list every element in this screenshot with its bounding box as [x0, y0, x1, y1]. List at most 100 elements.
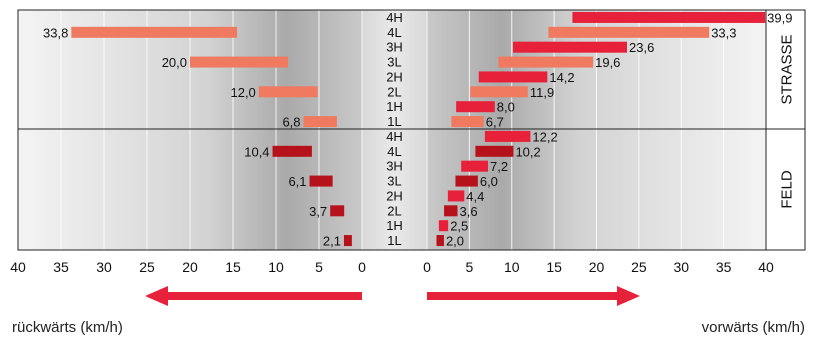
- tick-label-forward: 15: [546, 259, 562, 275]
- bar-forward-1H: [438, 220, 449, 232]
- gear-label: 4L: [387, 25, 401, 40]
- gear-label: 4H: [386, 10, 403, 25]
- value-label-forward: 2,5: [450, 219, 468, 234]
- value-label-forward: 2,0: [446, 234, 464, 249]
- bar-reverse-4L: [71, 26, 238, 38]
- tick-label-reverse: 0: [358, 259, 366, 275]
- tick-label-reverse: 10: [268, 259, 284, 275]
- bar-forward-2H: [478, 71, 548, 83]
- arrow-head-forward: [617, 286, 640, 306]
- tick-label-forward: 25: [631, 259, 647, 275]
- bar-forward-1L: [451, 116, 484, 128]
- arrow-shaft-forward: [427, 292, 620, 300]
- value-label-reverse: 12,0: [230, 85, 255, 100]
- bars: [71, 11, 766, 247]
- section-label-strasse: STRASSE: [779, 34, 796, 104]
- bar-forward-2L: [470, 86, 528, 98]
- gear-label: 3L: [387, 174, 401, 189]
- gear-label: 1H: [386, 218, 403, 233]
- value-label-reverse: 6,1: [288, 174, 306, 189]
- x-axis-label-forward: vorwärts (km/h): [702, 319, 805, 336]
- gear-label: 2L: [387, 203, 401, 218]
- value-label-reverse: 6,8: [282, 115, 300, 130]
- bar-forward-1L: [436, 235, 444, 247]
- tick-label-reverse: 5: [315, 259, 323, 275]
- gear-label: 3H: [386, 40, 403, 55]
- section-labels: STRASSE FELD: [779, 34, 796, 208]
- value-label-reverse: 10,4: [244, 144, 269, 159]
- value-label-reverse: 33,8: [43, 25, 68, 40]
- value-label-forward: 19,6: [595, 55, 620, 70]
- gear-label: 1L: [387, 114, 401, 129]
- section-label-feld: FELD: [779, 170, 796, 209]
- gear-label: 1H: [386, 99, 403, 114]
- value-label-reverse: 20,0: [162, 55, 187, 70]
- tick-label-reverse: 30: [96, 259, 112, 275]
- bar-forward-1H: [456, 101, 495, 113]
- bar-forward-2H: [447, 190, 465, 202]
- tick-label-reverse: 15: [225, 259, 241, 275]
- arrow-shaft-reverse: [165, 292, 362, 300]
- value-label-forward: 39,9: [767, 10, 792, 25]
- section-label-area: [766, 10, 805, 250]
- bar-reverse-2L: [330, 205, 345, 217]
- value-label-forward: 6,0: [480, 174, 498, 189]
- value-label-forward: 8,0: [497, 100, 515, 115]
- value-label-forward: 6,7: [486, 115, 504, 130]
- gear-label: 2H: [386, 188, 403, 203]
- tick-label-reverse: 40: [10, 259, 26, 275]
- bar-reverse-3L: [190, 56, 289, 68]
- bar-reverse-2L: [258, 86, 318, 98]
- tick-label-forward: 0: [423, 259, 431, 275]
- bar-forward-3L: [455, 175, 478, 187]
- direction-arrows: [145, 286, 640, 306]
- bar-forward-4L: [548, 26, 710, 38]
- x-axis: 40 40 35 35 30 30 25 25 20 20 15 15 10 10 5 5 0 0: [10, 259, 774, 275]
- gear-label: 2H: [386, 69, 403, 84]
- gear-label: 4L: [387, 144, 401, 159]
- tick-label-forward: 5: [465, 259, 473, 275]
- arrow-head-reverse: [145, 286, 168, 306]
- plot-background: [18, 10, 805, 250]
- value-label-forward: 33,3: [711, 25, 736, 40]
- bar-forward-4H: [484, 130, 531, 142]
- bar-reverse-4L: [272, 145, 312, 157]
- gear-label: 4H: [386, 129, 403, 144]
- gear-label: 3H: [386, 159, 403, 174]
- gear-label: 1L: [387, 233, 401, 248]
- bar-forward-4H: [572, 11, 766, 23]
- tick-label-forward: 35: [716, 259, 732, 275]
- tick-label-forward: 20: [589, 259, 605, 275]
- value-label-forward: 12,2: [532, 129, 557, 144]
- x-axis-label-reverse: rückwärts (km/h): [12, 319, 123, 336]
- tick-label-reverse: 25: [139, 259, 155, 275]
- bar-forward-2L: [444, 205, 458, 217]
- value-label-forward: 3,6: [460, 204, 478, 219]
- tick-label-reverse: 35: [53, 259, 69, 275]
- value-labels: 39,933,333,823,619,620,014,211,912,08,06…: [43, 10, 792, 248]
- value-label-reverse: 3,7: [309, 204, 327, 219]
- gear-label: 2L: [387, 84, 401, 99]
- background-center: [362, 10, 427, 250]
- value-label-reverse: 2,1: [323, 234, 341, 249]
- value-label-forward: 10,2: [515, 144, 540, 159]
- bar-reverse-1L: [343, 235, 352, 247]
- value-label-forward: 7,2: [490, 159, 508, 174]
- tick-label-reverse: 20: [182, 259, 198, 275]
- bar-reverse-1L: [303, 116, 337, 128]
- bar-forward-4L: [475, 145, 514, 157]
- gridlines: [17, 9, 806, 251]
- gear-label: 3L: [387, 55, 401, 70]
- bar-forward-3H: [513, 41, 628, 53]
- tick-label-forward: 40: [758, 259, 774, 275]
- value-label-forward: 11,9: [530, 85, 554, 100]
- bar-reverse-3L: [309, 175, 333, 187]
- bar-forward-3L: [498, 56, 594, 68]
- bar-forward-3H: [461, 160, 489, 172]
- value-label-forward: 23,6: [629, 40, 654, 55]
- tick-label-forward: 10: [504, 259, 520, 275]
- value-label-forward: 14,2: [549, 70, 574, 85]
- value-label-forward: 4,4: [466, 189, 484, 204]
